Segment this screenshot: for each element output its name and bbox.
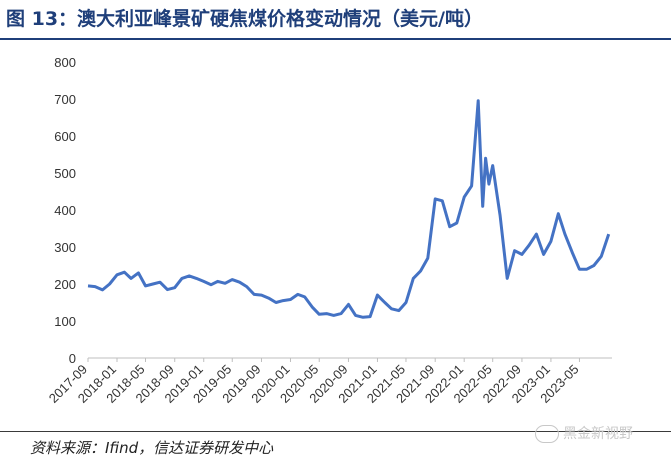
series-lines	[87, 99, 611, 319]
y-tick-label: 100	[54, 314, 76, 329]
y-tick-label: 500	[54, 166, 76, 181]
watermark: 黑金新视野	[535, 423, 633, 443]
y-tick-label: 800	[54, 55, 76, 70]
title-underline	[0, 38, 671, 40]
y-tick-label: 400	[54, 203, 76, 218]
y-tick-label: 0	[69, 351, 76, 366]
chart-title: 图 13：澳大利亚峰景矿硬焦煤价格变动情况（美元/吨）	[6, 8, 483, 30]
line-chart: 0 100 200 300 400 500 600 700 800 2017-092018-01…	[46, 55, 612, 406]
y-tick-label: 600	[54, 129, 76, 144]
x-axis: 2017-092018-012018-052018-092019-012019-…	[46, 357, 612, 406]
wechat-icon	[535, 425, 559, 443]
y-tick-label: 700	[54, 92, 76, 107]
watermark-text: 黑金新视野	[563, 426, 633, 442]
price-series-line	[87, 99, 611, 319]
y-tick-label: 200	[54, 277, 76, 292]
source-note: 资料来源：Ifind，信达证券研发中心	[30, 439, 274, 457]
y-axis: 0 100 200 300 400 500 600 700 800	[54, 55, 76, 366]
y-tick-label: 300	[54, 240, 76, 255]
source-divider	[0, 431, 671, 432]
